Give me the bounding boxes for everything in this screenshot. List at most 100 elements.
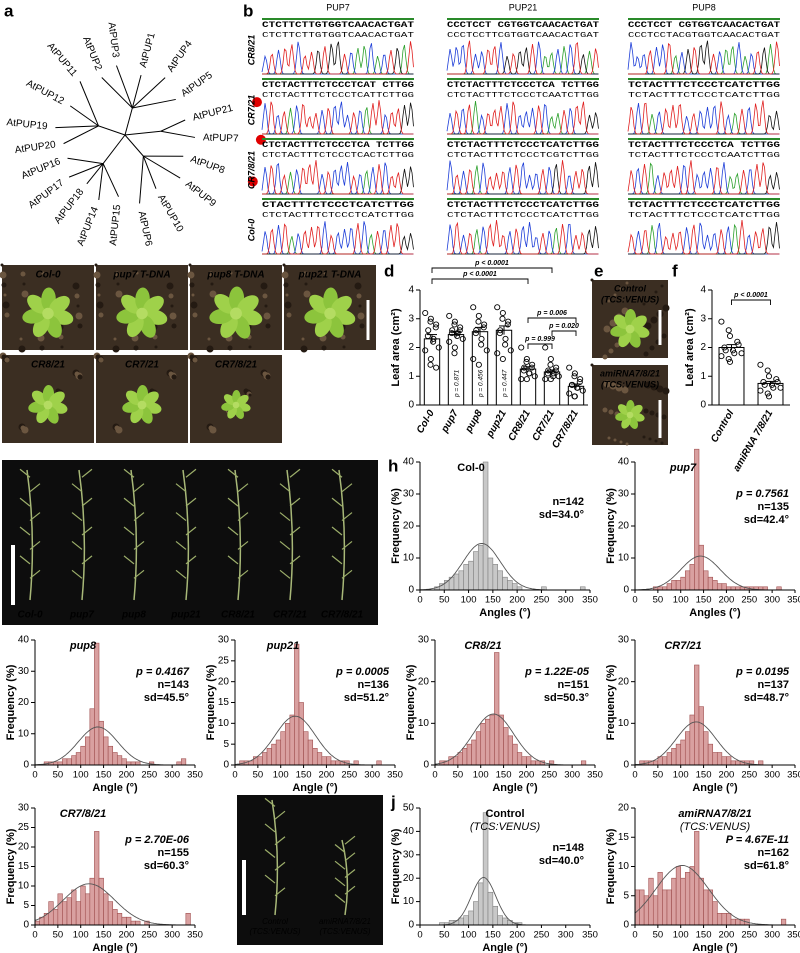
soil-speck: [608, 409, 614, 415]
histogram-bar: [484, 718, 491, 766]
histogram-bar: [130, 920, 136, 926]
data-point: [555, 373, 562, 380]
x-tick-label: 200: [718, 770, 734, 781]
photo-label: CR7/21: [273, 610, 307, 621]
x-tick-label: 300: [764, 595, 780, 606]
data-point: [454, 332, 461, 340]
tree-branch: [139, 156, 144, 204]
silique: [274, 810, 286, 820]
y-tick-label: 20: [618, 521, 630, 532]
soil-speck: [619, 440, 623, 444]
histogram-bar: [466, 743, 472, 766]
reference-sequence: CTCTACTTTCTCCCTCATCTTGG: [447, 141, 599, 150]
soil-speck: [1, 282, 7, 288]
rosette-center: [43, 400, 53, 410]
silique: [331, 555, 343, 565]
x-tick-label: 150: [485, 930, 501, 941]
histogram-bar: [468, 560, 474, 591]
data-point: [478, 335, 485, 342]
data-point: [499, 315, 506, 322]
histogram-bar: [671, 748, 677, 766]
histogram-bar: [684, 731, 691, 766]
x-tick-label: 300: [558, 930, 574, 941]
histogram-annotation: p = 1.22E-05: [524, 666, 590, 678]
x-axis-label: Angle (°): [692, 942, 738, 953]
data-point: [725, 327, 732, 334]
silique: [341, 540, 353, 550]
data-point: [507, 347, 514, 354]
soil-speck: [649, 345, 655, 351]
rosette-center: [230, 307, 242, 320]
panel-label: f: [672, 261, 678, 280]
x-tick-label: 50: [439, 595, 450, 606]
tree-leaf-label: AtPUP5: [179, 70, 215, 100]
data-point: [738, 350, 745, 357]
stem: [338, 469, 346, 601]
histogram-bar: [694, 664, 700, 766]
photo-label: pup21: [170, 610, 201, 621]
x-tick-label: 200: [509, 595, 525, 606]
panel-label: d: [384, 261, 394, 280]
silique: [344, 885, 356, 895]
data-point: [504, 321, 511, 328]
tree-branch: [116, 65, 133, 109]
x-tick-label: pup21: [484, 408, 509, 440]
data-point: [446, 312, 453, 319]
chromatogram-trace: [627, 100, 780, 135]
y-tick-label: 0: [408, 400, 414, 411]
tree-branch: [160, 130, 196, 138]
silique: [289, 526, 301, 536]
data-point: [579, 387, 586, 394]
histogram-bar: [94, 831, 100, 926]
soil-speck: [263, 312, 271, 320]
silique: [133, 512, 145, 522]
y-tick-label: 20: [18, 697, 30, 708]
tree-branch: [142, 155, 157, 189]
tree-leaf-label: AtPUP10: [155, 193, 185, 235]
soil-speck: [654, 439, 658, 443]
x-tick-label: 350: [787, 930, 800, 941]
data-point: [721, 344, 728, 351]
y-tick-label: 5: [23, 900, 29, 911]
soil-speck: [590, 363, 594, 367]
data-point: [725, 355, 732, 363]
y-tick-label: 0: [623, 920, 629, 931]
y-tick-label: 20: [218, 676, 230, 687]
soil-speck: [169, 312, 177, 320]
histogram-bar: [463, 564, 469, 591]
histogram-bar: [80, 745, 86, 766]
panel-label: a: [4, 1, 14, 20]
y-tick-label: 10: [403, 896, 415, 907]
histogram-bar: [471, 739, 477, 766]
tree-branch: [79, 81, 99, 127]
photo-label: CR8/21: [221, 610, 255, 621]
y-axis-label: Leaf area (cm²): [684, 308, 696, 387]
silique: [19, 497, 31, 507]
reference-sequence: TCTACTTTCTCCCTCA TCTTGG: [628, 141, 780, 150]
histogram-bar: [294, 643, 300, 766]
chromatogram-trace: [447, 47, 599, 75]
histogram-bar: [335, 760, 341, 766]
x-tick-label: Col-0: [415, 408, 437, 436]
histogram-bar: [89, 877, 95, 926]
panel-label: j: [390, 792, 396, 811]
histogram-bar: [497, 915, 503, 926]
x-tick-label: 350: [787, 595, 800, 606]
y-tick-label: 20: [403, 873, 415, 884]
highlight-dot: [255, 134, 266, 145]
reference-bar: [447, 78, 599, 80]
data-point: [526, 370, 533, 377]
y-tick-label: 0: [423, 760, 429, 771]
soil-speck: [166, 282, 174, 290]
histogram-bar: [666, 889, 672, 926]
read-sequence: CTCTTCTTGTGGTCAACACTGAT: [262, 32, 415, 40]
soil-speck: [22, 282, 26, 286]
soil-speck: [95, 282, 101, 288]
histogram-bar: [121, 916, 127, 926]
soil-speck: [209, 290, 217, 298]
histogram-bar: [84, 893, 91, 926]
silique: [123, 468, 135, 478]
silique: [133, 483, 145, 493]
chromatogram-trace: [261, 41, 414, 75]
data-point: [451, 350, 458, 357]
